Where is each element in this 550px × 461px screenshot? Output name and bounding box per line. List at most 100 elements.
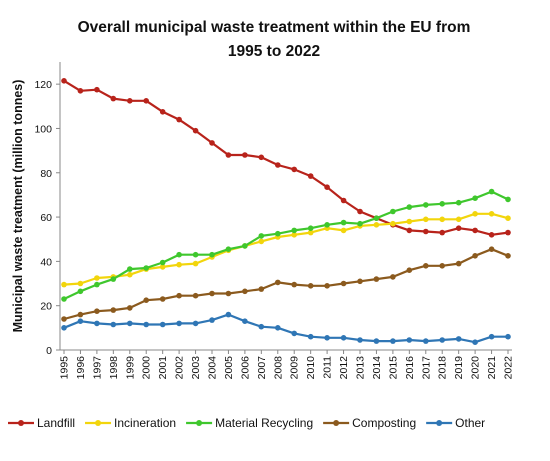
data-point-other	[127, 320, 133, 327]
y-tick-label: 0	[46, 345, 52, 357]
data-point-composting	[225, 290, 232, 297]
y-tick-label: 40	[40, 256, 52, 268]
data-point-material-recycling	[192, 251, 199, 258]
legend-swatch-marker-landfill	[18, 420, 24, 426]
series-other	[61, 311, 511, 346]
x-tick-label: 2018	[437, 356, 449, 380]
data-point-material-recycling	[423, 202, 429, 208]
data-point-incineration	[455, 216, 462, 223]
data-point-other	[373, 338, 380, 344]
x-tick-label: 1995	[59, 356, 71, 380]
x-tick-label: 1998	[108, 356, 120, 380]
data-point-other	[455, 336, 462, 342]
data-point-material-recycling	[110, 276, 117, 282]
x-tick-label: 2013	[355, 356, 367, 380]
data-point-composting	[505, 253, 511, 259]
data-point-material-recycling	[176, 251, 182, 258]
data-point-landfill	[159, 109, 166, 115]
data-point-material-recycling	[390, 208, 396, 215]
x-tick-label: 2014	[371, 356, 383, 380]
data-point-other	[192, 320, 199, 327]
data-point-incineration	[258, 238, 265, 245]
data-point-other	[505, 333, 511, 340]
data-point-landfill	[455, 225, 462, 231]
data-point-composting	[373, 276, 380, 282]
data-point-material-recycling	[77, 288, 84, 295]
legend-swatch-marker-composting	[333, 420, 340, 426]
data-point-material-recycling	[439, 201, 446, 207]
legend-label-material-recycling: Material Recycling	[215, 416, 313, 430]
data-point-composting	[307, 283, 314, 289]
legend-item-other: Other	[426, 416, 485, 430]
data-point-incineration	[488, 211, 495, 217]
data-point-incineration	[423, 216, 429, 223]
x-tick-label: 2000	[141, 356, 153, 380]
data-point-incineration	[192, 260, 199, 267]
data-point-material-recycling	[61, 296, 67, 302]
data-point-other	[340, 335, 347, 341]
data-point-material-recycling	[488, 188, 495, 195]
data-point-incineration	[307, 229, 314, 236]
data-point-composting	[275, 279, 281, 286]
data-point-material-recycling	[472, 195, 478, 201]
legend-item-landfill: Landfill	[8, 416, 75, 430]
data-point-landfill	[225, 152, 232, 158]
data-point-material-recycling	[94, 281, 100, 288]
data-point-other	[143, 321, 149, 328]
data-point-material-recycling	[455, 199, 462, 206]
data-point-landfill	[242, 152, 248, 158]
data-point-landfill	[61, 78, 67, 84]
series-line-incineration	[63, 212, 509, 286]
data-point-composting	[488, 246, 495, 252]
legend-label-landfill: Landfill	[37, 416, 75, 430]
data-point-landfill	[110, 95, 117, 102]
data-point-other	[291, 330, 298, 337]
data-point-landfill	[209, 140, 215, 146]
data-point-other	[110, 321, 117, 328]
data-point-other	[242, 318, 248, 325]
x-tick-label: 2010	[305, 356, 317, 380]
data-point-landfill	[192, 127, 199, 134]
y-tick-label: 120	[34, 79, 52, 91]
series-layer	[61, 78, 511, 346]
series-composting	[61, 246, 511, 322]
data-point-other	[258, 323, 265, 330]
data-point-landfill	[439, 229, 446, 236]
data-point-landfill	[176, 116, 182, 123]
x-tick-label: 2012	[338, 356, 350, 380]
data-point-composting	[159, 296, 166, 302]
legend-swatch-marker-material-recycling	[196, 420, 203, 426]
data-point-landfill	[324, 184, 330, 190]
data-point-landfill	[406, 227, 413, 234]
data-point-composting	[242, 288, 248, 295]
data-point-other	[324, 335, 330, 341]
data-point-landfill	[307, 173, 314, 179]
chart-title-line-1: Overall municipal waste treatment within…	[78, 19, 471, 36]
data-point-landfill	[77, 88, 84, 94]
legend-item-material-recycling: Material Recycling	[186, 416, 313, 430]
data-point-other	[423, 338, 429, 344]
x-tick-label: 2015	[387, 356, 399, 380]
x-tick-label: 2017	[420, 356, 432, 380]
data-point-material-recycling	[307, 225, 314, 231]
data-point-other	[225, 311, 232, 318]
data-point-material-recycling	[159, 259, 166, 266]
data-point-material-recycling	[324, 222, 330, 228]
data-point-landfill	[258, 154, 265, 161]
data-point-other	[406, 337, 413, 343]
data-point-other	[357, 337, 363, 343]
data-point-landfill	[143, 98, 149, 104]
data-point-landfill	[488, 232, 495, 238]
data-point-other	[159, 321, 166, 328]
data-point-composting	[94, 308, 100, 315]
y-axis-label: Municipal waste treatment (million tonne…	[11, 80, 25, 333]
data-point-composting	[340, 280, 347, 287]
data-point-incineration	[373, 222, 380, 228]
data-point-composting	[258, 286, 265, 292]
y-tick-label: 100	[34, 123, 52, 135]
data-point-incineration	[439, 216, 446, 223]
data-point-material-recycling	[357, 220, 363, 227]
data-point-composting	[439, 263, 446, 269]
data-point-incineration	[61, 281, 67, 288]
